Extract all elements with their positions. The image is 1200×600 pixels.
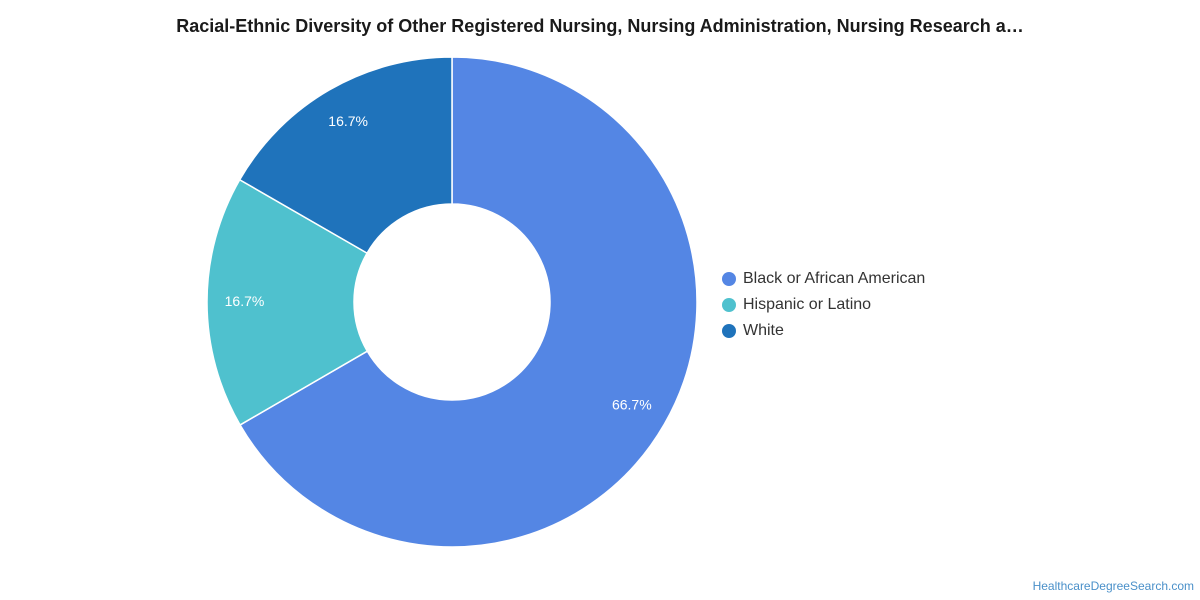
legend-item[interactable]: Black or African American	[722, 266, 925, 292]
legend-item[interactable]: White	[722, 318, 925, 344]
legend-item[interactable]: Hispanic or Latino	[722, 292, 925, 318]
slice-data-label: 16.7%	[225, 293, 265, 309]
legend-label: Black or African American	[743, 270, 926, 287]
legend-swatch	[722, 298, 736, 312]
legend-label: Hispanic or Latino	[743, 296, 872, 313]
watermark-link[interactable]: HealthcareDegreeSearch.com	[1032, 579, 1194, 593]
donut-slice-white[interactable]	[238, 56, 453, 255]
legend-label: White	[743, 322, 784, 339]
donut-slice-black-or-african-american[interactable]	[239, 56, 698, 548]
chart-title: Racial-Ethnic Diversity of Other Registe…	[176, 16, 1024, 36]
slice-data-label: 16.7%	[328, 113, 368, 129]
legend: Black or African American Hispanic or Lat…	[722, 266, 925, 344]
slice-data-label: 66.7%	[612, 396, 652, 412]
donut-slice-hispanic-or-latino[interactable]	[206, 178, 369, 426]
legend-swatch	[722, 324, 736, 338]
legend-swatch	[722, 272, 736, 286]
